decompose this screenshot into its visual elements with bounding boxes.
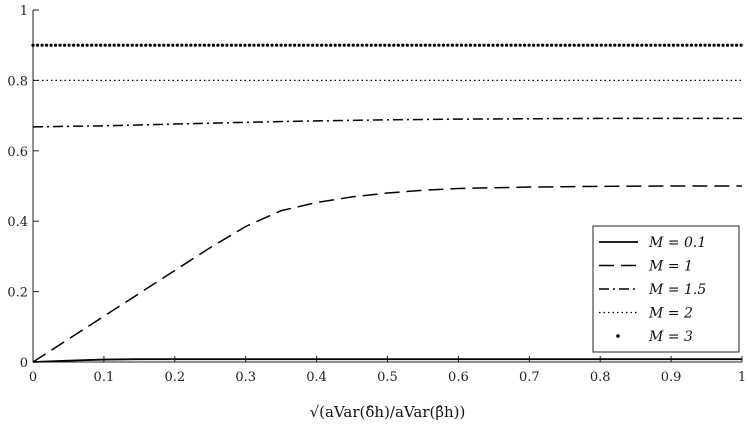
x-tick-label: 0.8	[590, 370, 611, 385]
series-line-1	[32, 358, 742, 363]
legend-label: M = 1	[648, 259, 693, 275]
legend: M = 0.1 M = 1 M = 1.5 M = 2 M = 3	[592, 225, 740, 353]
x-tick-label: 0.7	[519, 370, 540, 385]
axes: 0 0.1 0.2 0.3 0.4 0.5 0.6 0.7 0.8 0.9 1 0 0.2 0.4 0.6 0…	[7, 4, 746, 385]
y-tick-label: 0.8	[7, 74, 28, 89]
y-tick-label: 1	[20, 4, 28, 19]
legend-label: M = 3	[648, 329, 693, 345]
x-axis-label: √(aVar(δ̂h)/aVar(β̂h))	[310, 403, 466, 421]
x-tick-label: 0.3	[235, 370, 256, 385]
series-line-2	[32, 185, 742, 363]
x-tick-label: 0.6	[448, 370, 469, 385]
legend-label: M = 0.1	[648, 235, 706, 251]
y-tick-label: 0	[20, 356, 28, 371]
legend-swatch	[616, 334, 620, 338]
x-tick-label: 0.4	[306, 370, 327, 385]
legend-label: M = 2	[648, 306, 693, 322]
legend-label: M = 1.5	[648, 282, 706, 298]
y-tick-label: 0.2	[7, 286, 28, 301]
x-tick-label: 0.2	[164, 370, 185, 385]
x-tick-label: 0.9	[661, 370, 682, 385]
series-layer	[31, 43, 744, 363]
x-tick-label: 0.5	[377, 370, 398, 385]
x-tick-label: 0	[29, 370, 37, 385]
x-tick-label: 1	[738, 370, 746, 385]
y-tick-label: 0.6	[7, 145, 28, 160]
series-line-3	[32, 117, 742, 128]
x-tick-label: 0.1	[94, 370, 115, 385]
legend-box	[592, 225, 740, 353]
y-tick-label: 0.4	[7, 215, 28, 230]
